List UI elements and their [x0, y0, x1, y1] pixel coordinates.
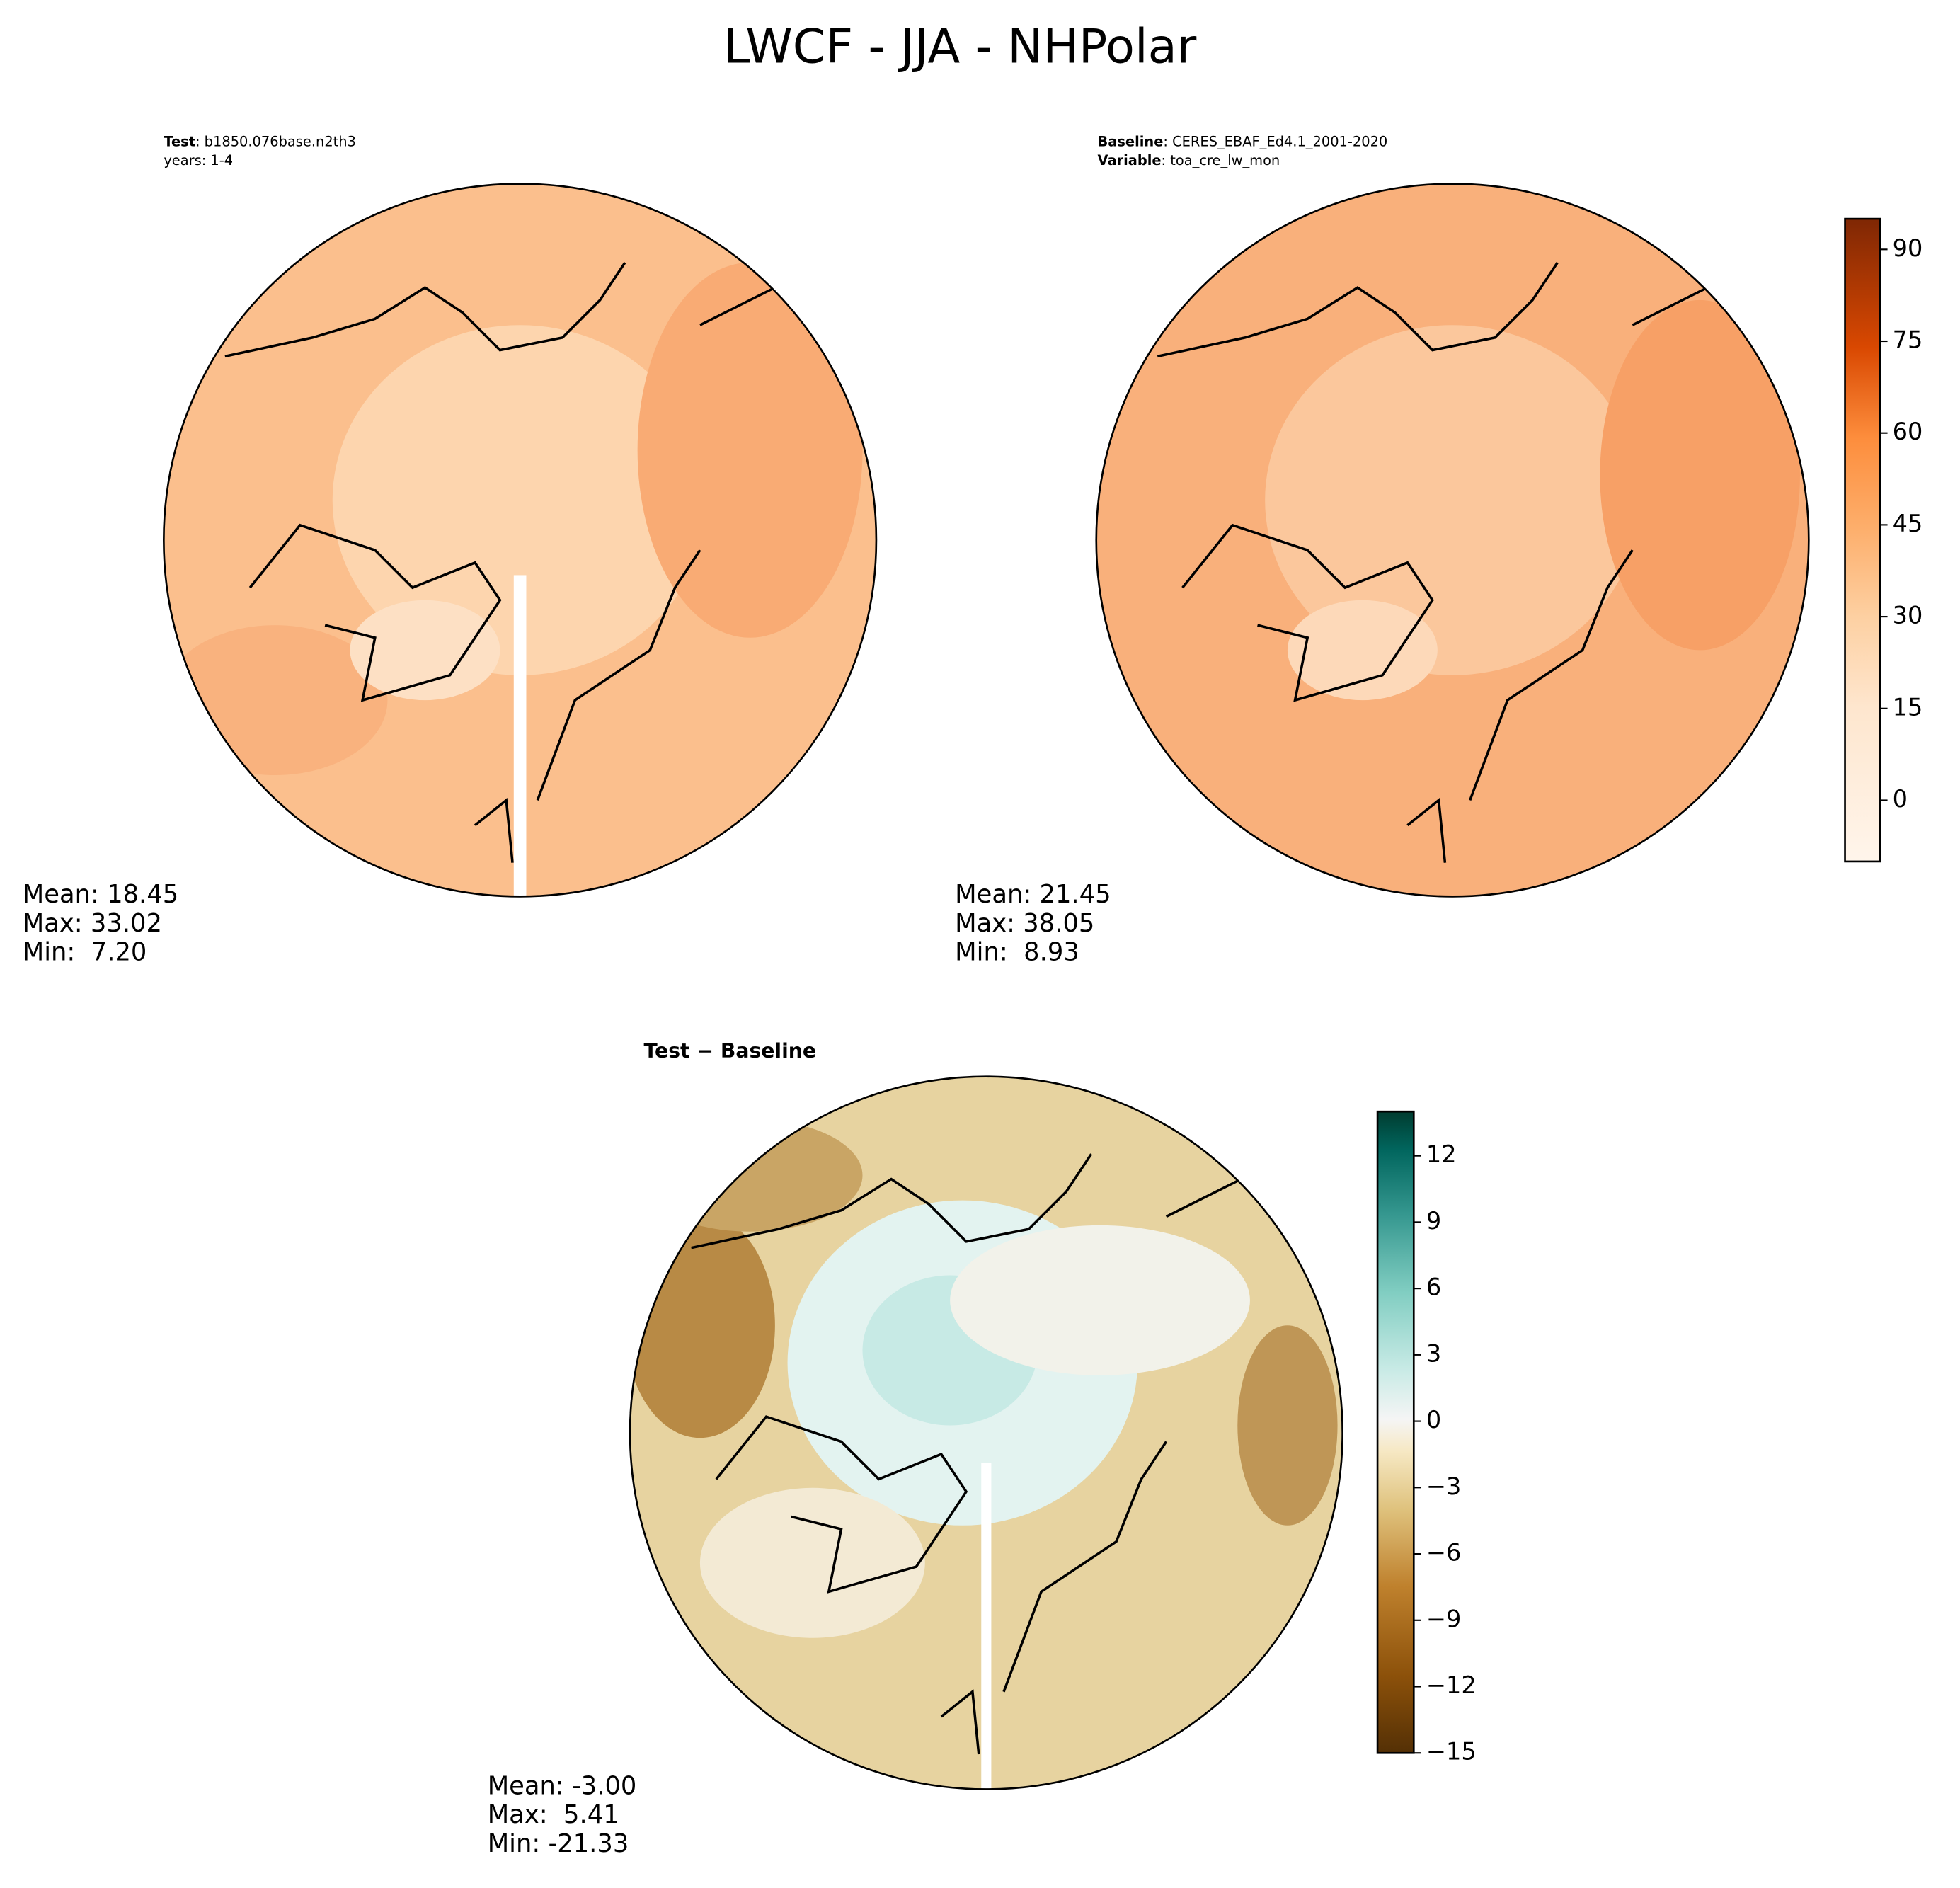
- tick-label: 60: [1893, 418, 1923, 445]
- tick-label: 45: [1893, 510, 1923, 537]
- tick-label: 12: [1426, 1140, 1457, 1168]
- tick-label: −9: [1426, 1605, 1461, 1632]
- colorbar: [1844, 217, 1881, 863]
- header-text: years: 1-4: [164, 152, 233, 168]
- tick-label: 9: [1426, 1207, 1441, 1235]
- tick-label: −6: [1426, 1539, 1461, 1567]
- panel-header: Test: b1850.076base.n2th3: [164, 134, 356, 150]
- tick-label: 30: [1893, 602, 1923, 629]
- map: [164, 183, 876, 897]
- tick-label: −15: [1426, 1738, 1477, 1766]
- stat-line: Min: 7.20: [23, 937, 147, 966]
- tick-label: −3: [1426, 1472, 1461, 1500]
- map-frame: [629, 1075, 1343, 1790]
- map-frame: [1095, 183, 1810, 898]
- map: [630, 1076, 1343, 1790]
- header-key: Test: [164, 134, 195, 150]
- stat-line: Max: 5.41: [488, 1800, 619, 1829]
- tick-label: −12: [1426, 1671, 1477, 1699]
- tick-label: 0: [1426, 1406, 1441, 1434]
- tick-label: 3: [1426, 1339, 1441, 1367]
- tick-label: 75: [1893, 326, 1923, 354]
- header-text: : CERES_EBAF_Ed4.1_2001-2020: [1163, 134, 1387, 150]
- stat-line: Mean: 21.45: [955, 880, 1111, 909]
- header-text: : toa_cre_lw_mon: [1162, 152, 1280, 168]
- header-key: Baseline: [1097, 134, 1163, 150]
- header-text: : b1850.076base.n2th3: [195, 134, 356, 150]
- map: [1096, 183, 1809, 897]
- stat-line: Min: 8.93: [955, 937, 1079, 966]
- panel-header: Variable: toa_cre_lw_mon: [1097, 152, 1280, 168]
- panel-header: years: 1-4: [164, 152, 233, 168]
- figure-title: LWCF - JJA - NHPolar: [723, 18, 1197, 74]
- stat-line: Max: 38.05: [955, 909, 1094, 938]
- stat-line: Max: 33.02: [23, 909, 162, 938]
- stat-line: Min: -21.33: [488, 1829, 629, 1858]
- panel-title: Test − Baseline: [644, 1039, 817, 1063]
- tick-label: 6: [1426, 1274, 1441, 1301]
- tick-label: 90: [1893, 234, 1923, 262]
- stat-line: Mean: -3.00: [488, 1772, 637, 1801]
- stat-line: Mean: 18.45: [23, 880, 178, 909]
- panel-header: Baseline: CERES_EBAF_Ed4.1_2001-2020: [1097, 134, 1387, 150]
- tick-label: 0: [1893, 785, 1908, 813]
- colorbar: [1376, 1110, 1415, 1754]
- map-frame: [163, 183, 878, 898]
- header-key: Variable: [1097, 152, 1161, 168]
- tick-label: 15: [1893, 693, 1923, 721]
